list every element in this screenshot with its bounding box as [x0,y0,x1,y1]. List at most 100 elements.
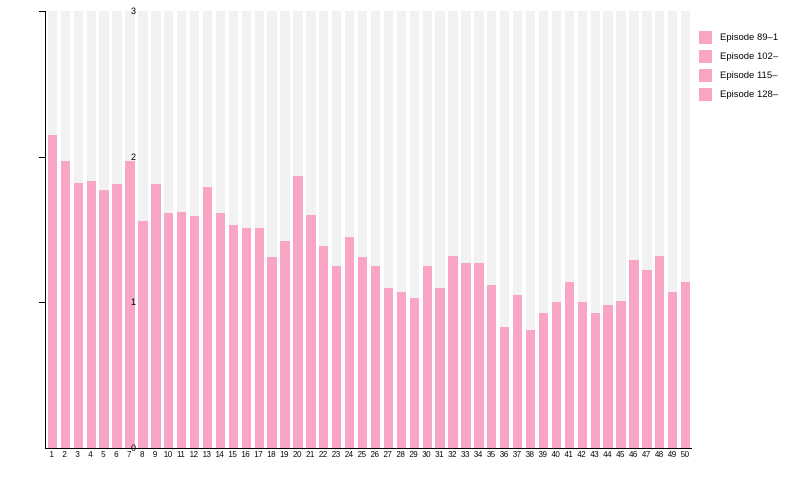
x-tick-label: 14 [215,450,224,459]
bar [254,228,264,448]
x-tick-label: 37 [512,450,521,459]
x-tick-label: 16 [241,450,250,459]
x-tick-label: 38 [525,450,534,459]
bar [577,302,587,448]
bar [280,241,290,448]
bar [512,295,523,448]
y-tick-label: 3 [130,6,136,16]
bar [99,190,109,448]
background-bar [500,11,510,448]
background-bar [370,11,381,448]
bar-column [537,11,550,448]
background-bar [332,11,342,448]
bar [448,255,458,448]
background-bar [680,11,691,448]
x-tick-label: 26 [370,450,379,459]
x-tick-label: 20 [293,450,301,459]
bar [461,263,471,448]
x-tick-label: 21 [305,450,314,459]
y-tick-mark [39,11,45,12]
background-bar [319,11,329,448]
bar-column [576,11,589,448]
bar [125,161,135,448]
background-bar [642,11,652,448]
x-tick-label: 5 [101,450,106,459]
x-tick-label: 27 [383,450,392,459]
legend-swatch-icon [699,69,712,82]
x-tick-label: 11 [177,450,185,459]
bar [177,212,187,448]
bar [668,292,678,448]
bar [474,263,484,448]
bar-column [317,11,330,448]
background-bar [525,11,536,448]
bar-column [175,11,188,448]
bar [332,265,342,448]
y-tick-mark [39,156,45,158]
bar [435,287,445,448]
bar-column [563,11,576,448]
x-tick-label: 42 [577,450,586,459]
bar [60,161,71,448]
x-tick-label: 28 [396,450,405,459]
bar [267,257,277,448]
x-tick-label: 43 [590,450,599,459]
bar-column [253,11,266,448]
bar [487,284,497,448]
x-tick-label: 34 [473,450,482,459]
background-bar [461,11,471,448]
bar [345,236,355,448]
x-tick-label: 6 [114,450,119,459]
legend-swatch-icon [699,88,712,101]
background-bar [616,11,626,448]
x-tick-label: 32 [448,450,456,459]
background-bar [668,11,678,448]
bar-column [408,11,421,448]
bar [189,216,200,448]
bar-column [149,11,162,448]
legend: Episode 89–1 Episode 102– Episode 115– Epis… [699,28,778,104]
x-tick-label: 15 [228,450,237,459]
x-tick-label: 2 [62,450,67,459]
x-axis-labels: 1 2 3 4 5 6 7 8 9 10 11 12 13 14 15 16 17 18 19 20 21 22 23 24 2… [45,450,691,462]
legend-label: Episode 89–1 [720,32,779,43]
bar [151,184,161,448]
bar [525,330,536,448]
x-tick-label: 36 [499,450,508,459]
bar-column [524,11,537,448]
x-tick-label: 46 [628,450,637,459]
bar [47,134,58,448]
background-bar [448,11,458,448]
bar-column [485,11,498,448]
bar-column [498,11,511,448]
bar-column [356,11,369,448]
x-tick-label: 24 [344,450,353,459]
x-tick-label: 35 [486,450,495,459]
background-bar [487,11,497,448]
x-tick-label: 19 [280,450,288,459]
x-tick-label: 49 [667,450,676,459]
bar [306,214,316,448]
background-bar [577,11,587,448]
bar [383,287,394,448]
x-tick-label: 45 [616,450,624,459]
bar-column [124,11,137,448]
bar [655,255,665,448]
bar-column [615,11,628,448]
x-tick-label: 31 [435,450,444,459]
bar-column [653,11,666,448]
bar-column [72,11,85,448]
bar-column [460,11,473,448]
x-tick-label: 39 [538,450,547,459]
bar [164,213,174,448]
background-bar [409,11,419,448]
bar-column [136,11,149,448]
bar-column [343,11,356,448]
x-tick-label: 30 [422,450,431,459]
bar [422,265,432,448]
bar-column [98,11,111,448]
x-tick-label: 40 [551,450,560,459]
bar [112,184,122,448]
x-tick-label: 44 [603,450,612,459]
